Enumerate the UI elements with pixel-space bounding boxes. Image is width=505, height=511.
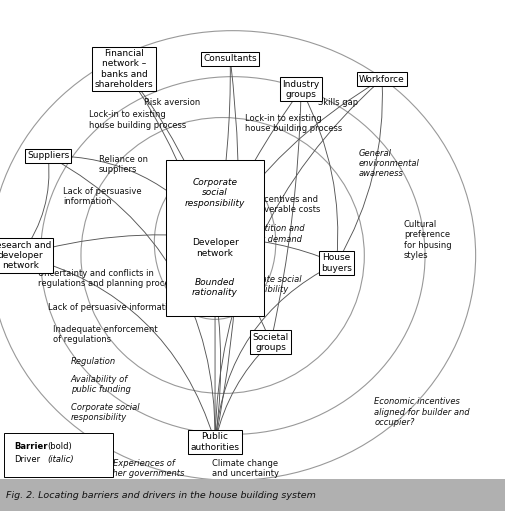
- Text: Workforce: Workforce: [359, 75, 404, 84]
- Text: Skills gap: Skills gap: [317, 98, 357, 107]
- Text: Developer
network: Developer network: [191, 238, 238, 258]
- Text: Research and
developer
network: Research and developer network: [0, 241, 51, 270]
- Text: Driver: Driver: [14, 455, 40, 464]
- Text: Inadequate enforcement
of regulations: Inadequate enforcement of regulations: [53, 325, 158, 344]
- Text: Lack of persuasive information: Lack of persuasive information: [48, 303, 178, 312]
- Text: Uncertainty and conflicts in
regulations and planning process: Uncertainty and conflicts in regulations…: [38, 269, 178, 288]
- Text: Corporate social
responsibility: Corporate social responsibility: [232, 275, 301, 294]
- Text: Fig. 2. Locating barriers and drivers in the house building system: Fig. 2. Locating barriers and drivers in…: [6, 491, 315, 500]
- Text: Split incentives and
unrecoverable costs: Split incentives and unrecoverable costs: [235, 195, 320, 214]
- Text: House
buyers: House buyers: [320, 253, 351, 273]
- Text: Barrier: Barrier: [14, 442, 47, 451]
- Text: Lock-in to existing
house building process: Lock-in to existing house building proce…: [245, 114, 342, 133]
- Text: Experiences of
other governments: Experiences of other governments: [104, 459, 184, 478]
- FancyBboxPatch shape: [0, 479, 505, 511]
- Text: Societal
groups: Societal groups: [252, 333, 288, 352]
- Text: Climate change
and uncertainty: Climate change and uncertainty: [212, 459, 278, 478]
- Text: (italic): (italic): [47, 455, 74, 464]
- FancyBboxPatch shape: [4, 433, 113, 477]
- Text: Suppliers: Suppliers: [27, 151, 69, 160]
- Text: Corporate
social
responsibility: Corporate social responsibility: [184, 178, 245, 207]
- Text: Competition and
market demand: Competition and market demand: [235, 224, 305, 244]
- Text: Lock-in to existing
house building process: Lock-in to existing house building proce…: [88, 110, 185, 130]
- Text: Availability of
public funding: Availability of public funding: [71, 375, 130, 394]
- Text: General
environmental
awareness: General environmental awareness: [358, 149, 418, 178]
- Text: Cultural
preference
for housing
styles: Cultural preference for housing styles: [403, 220, 450, 260]
- Text: Public
authorities: Public authorities: [190, 432, 239, 452]
- Text: Consultants: Consultants: [203, 54, 257, 63]
- Text: Economic incentives
aligned for builder and
occupier?: Economic incentives aligned for builder …: [374, 398, 469, 427]
- Text: Regulation: Regulation: [71, 357, 116, 366]
- Text: Risk aversion: Risk aversion: [144, 98, 200, 107]
- Text: Financial
network –
banks and
shareholders: Financial network – banks and shareholde…: [94, 49, 153, 89]
- Text: Corporate social
responsibility: Corporate social responsibility: [71, 403, 139, 422]
- Text: Industry
groups: Industry groups: [282, 80, 319, 99]
- FancyBboxPatch shape: [166, 159, 264, 315]
- Text: Bounded
rationality: Bounded rationality: [192, 278, 237, 297]
- Text: (bold): (bold): [47, 442, 72, 451]
- Text: Reliance on
suppliers: Reliance on suppliers: [98, 155, 147, 174]
- Text: Lack of persuasive
information: Lack of persuasive information: [63, 187, 141, 206]
